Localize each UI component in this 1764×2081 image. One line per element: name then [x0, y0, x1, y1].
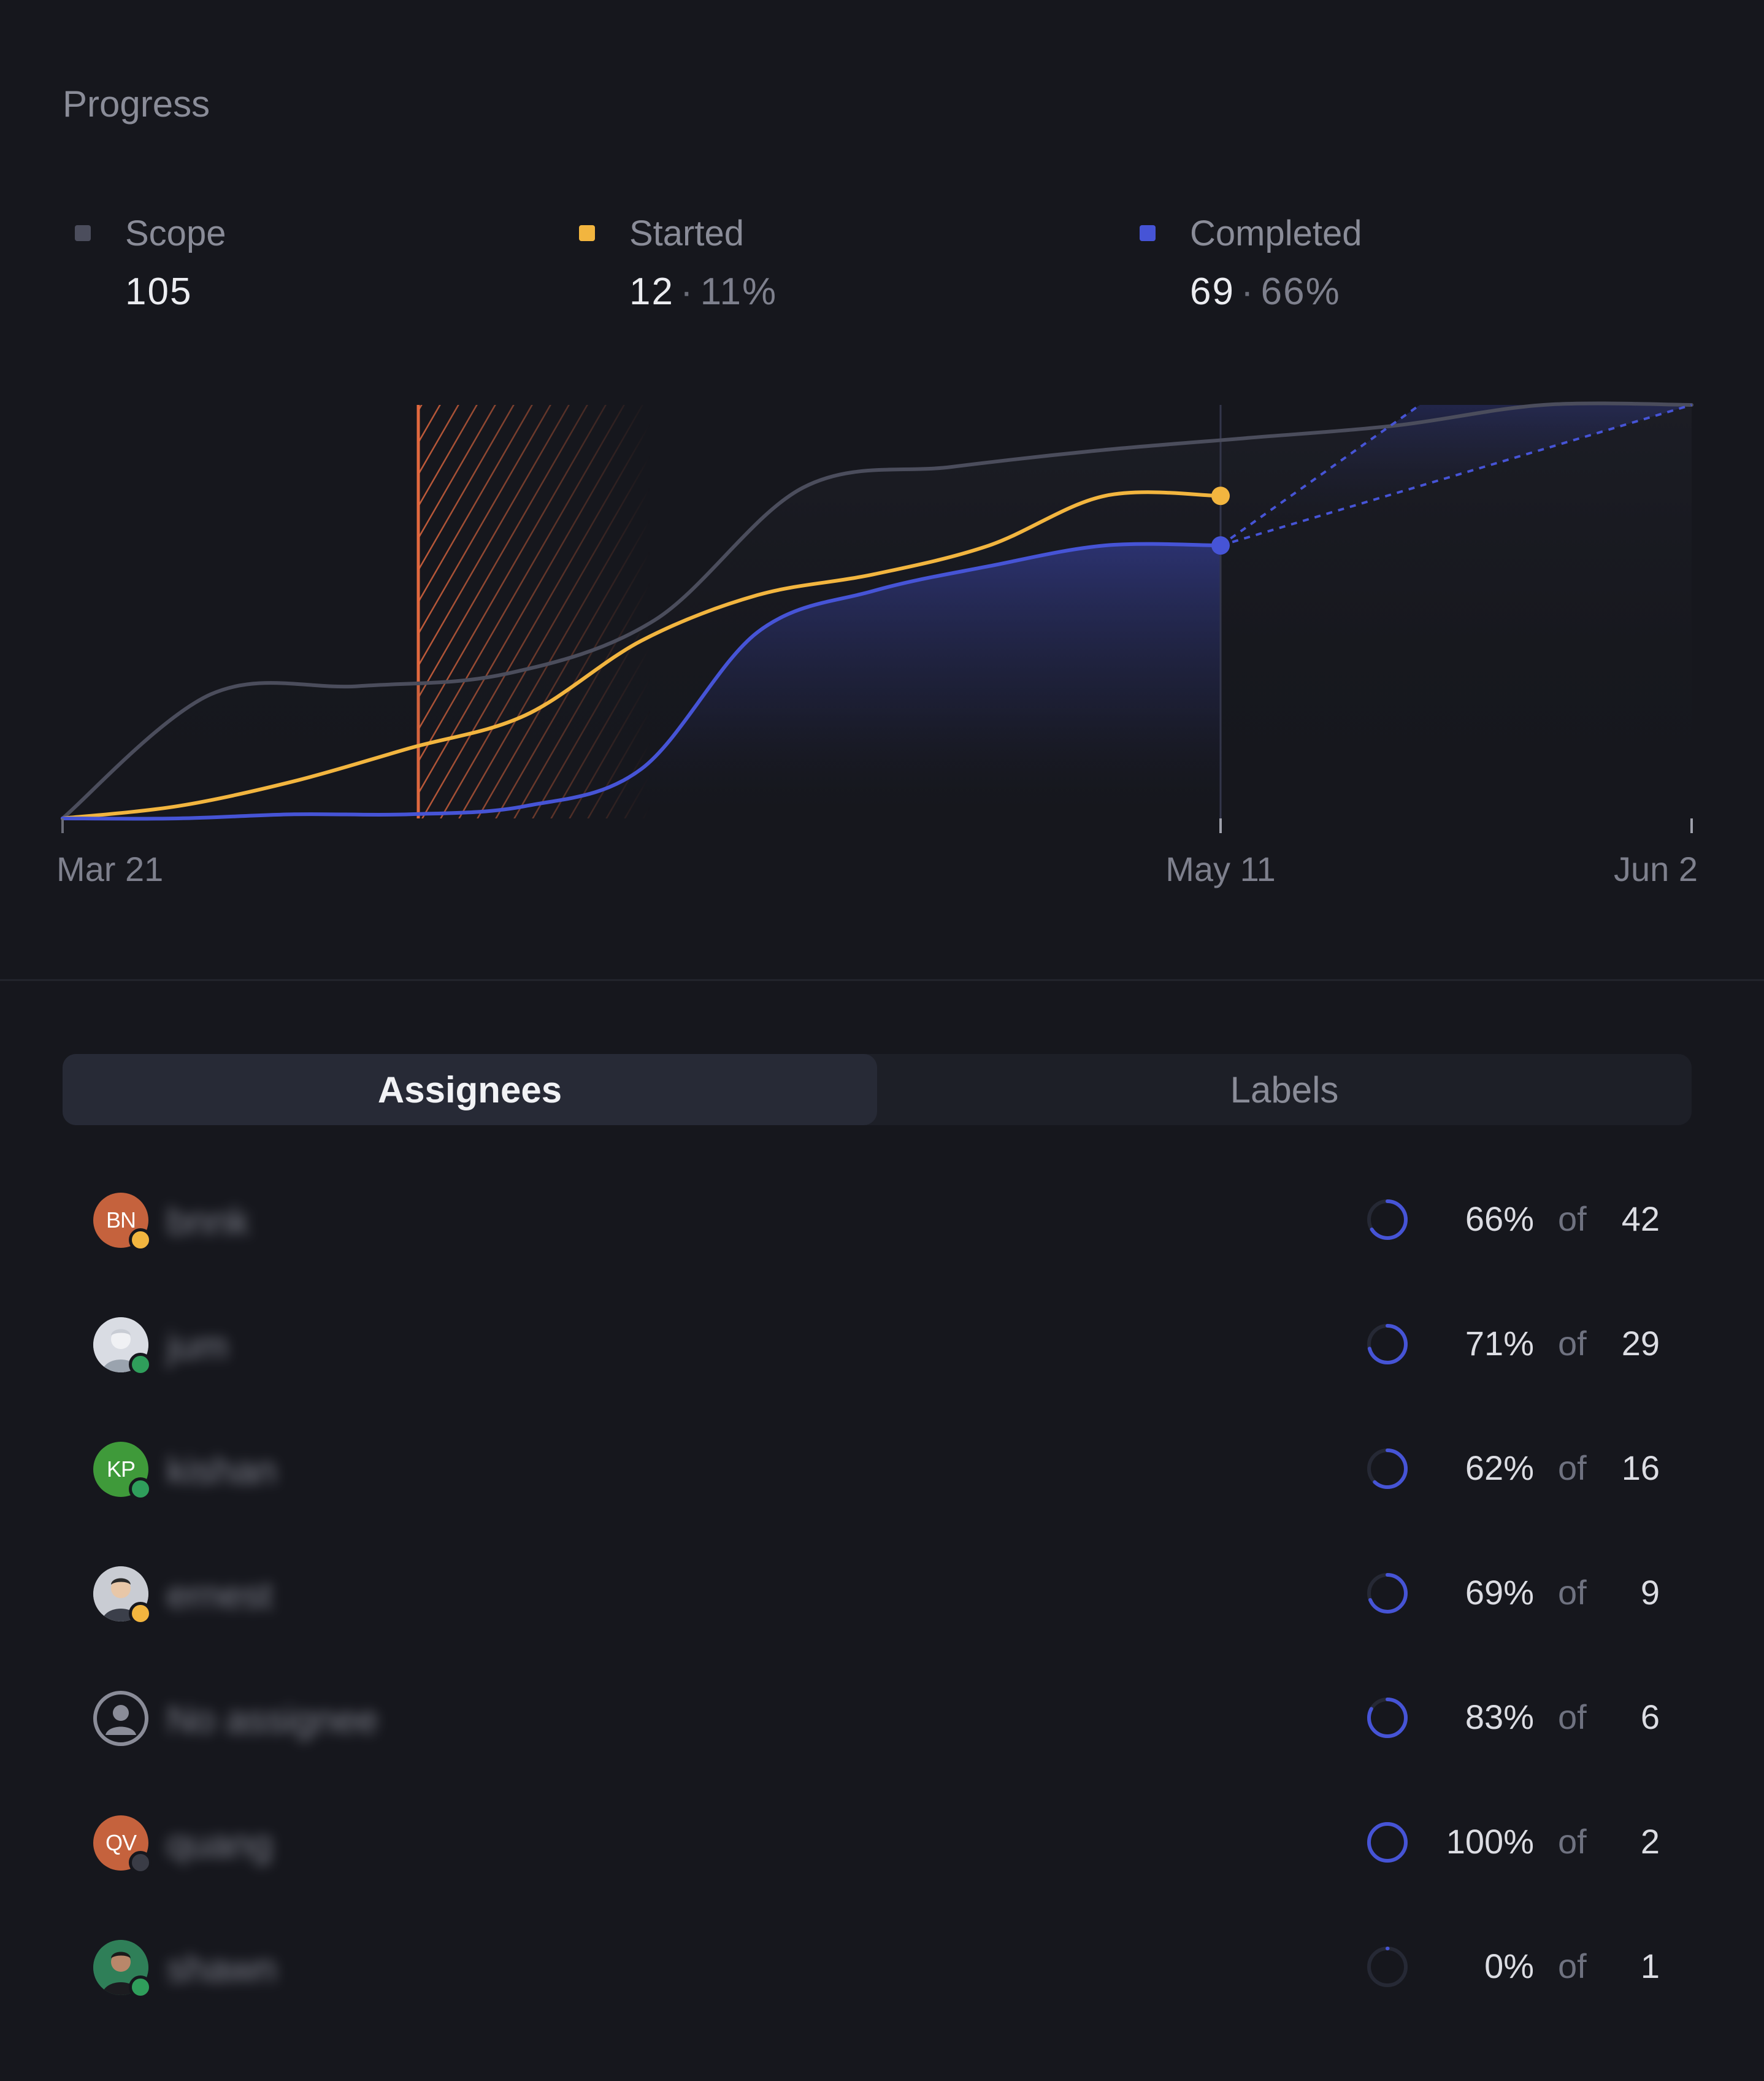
started-legend-swatch [579, 225, 595, 241]
completion-percent: 71% [1465, 1324, 1534, 1363]
completion-percent: 0% [1484, 1947, 1534, 1985]
scope-legend-swatch [75, 225, 91, 241]
completed-line [61, 542, 1222, 821]
completed-legend-swatch [1140, 225, 1156, 241]
progress-ring-icon [1367, 1199, 1408, 1240]
presence-dot [129, 1975, 152, 1999]
avatar-initials: BN [105, 1207, 136, 1233]
completion-percent: 62% [1465, 1448, 1534, 1487]
progress-title: Progress [63, 83, 210, 125]
avatar-initials: QV [105, 1830, 137, 1855]
section-divider [0, 979, 1764, 981]
completion-percent: 100% [1446, 1822, 1534, 1861]
avatar [93, 1566, 148, 1621]
issue-count: 9 [1640, 1573, 1660, 1612]
tick-label-end: Jun 2 [1614, 850, 1698, 888]
issue-count: 16 [1621, 1448, 1660, 1487]
assignee-row[interactable]: No assignee 83% of 6 [0, 1654, 1764, 1779]
scope-line [61, 401, 1693, 820]
assignee-name: ernest [167, 1574, 273, 1617]
assignee-row[interactable]: shawn 0% of 1 [0, 1903, 1764, 2028]
completion-percent: 83% [1465, 1698, 1534, 1736]
tick-label-today: May 11 [1165, 850, 1275, 888]
assignee-row[interactable]: ernest 69% of 9 [0, 1529, 1764, 1654]
progress-ring-icon [1367, 1573, 1408, 1614]
stat-completed-value: 69 [1190, 271, 1235, 313]
tick-label-start: Mar 21 [56, 850, 163, 888]
started-endpoint [1211, 487, 1230, 506]
avatar [93, 1691, 148, 1746]
stat-scope-value: 105 [125, 271, 193, 313]
assignee-name: kishan [167, 1450, 277, 1492]
of-label: of [1558, 1573, 1587, 1612]
assignee-list: BN bnnk 66% of 42 jum 71% of 29 KP kishan 62% of 16 er… [0, 1156, 1764, 2028]
completed-endpoint [1211, 536, 1230, 555]
assignee-row[interactable]: BN bnnk 66% of 42 [0, 1156, 1764, 1280]
tab-assignees[interactable]: Assignees [63, 1054, 877, 1125]
stat-started-label: Started [629, 213, 744, 253]
progress-ring-icon [1367, 1947, 1408, 1987]
of-label: of [1558, 1947, 1587, 1985]
stat-completed: Completed 69 · 66% [1140, 209, 1362, 313]
assignee-row[interactable]: QV quang 100% of 2 [0, 1779, 1764, 1903]
projection-line-upper [1219, 404, 1421, 547]
of-label: of [1558, 1324, 1587, 1363]
completion-percent: 66% [1465, 1199, 1534, 1238]
assignee-name: bnnk [167, 1201, 250, 1243]
assignee-name: jum [167, 1325, 228, 1367]
of-label: of [1558, 1448, 1587, 1487]
progress-ring-icon [1367, 1698, 1408, 1738]
stat-started-percent: 11% [700, 271, 778, 313]
projection-line-lower [1220, 404, 1692, 547]
assignee-row[interactable]: KP kishan 62% of 16 [0, 1405, 1764, 1529]
of-label: of [1558, 1199, 1587, 1238]
presence-dot [129, 1228, 152, 1252]
assignee-name: shawn [167, 1948, 277, 1990]
issue-count: 29 [1621, 1324, 1660, 1363]
progress-ring-icon [1367, 1448, 1408, 1489]
completion-percent: 69% [1465, 1573, 1534, 1612]
assignee-row[interactable]: jum 71% of 29 [0, 1280, 1764, 1405]
avatar [93, 1317, 148, 1372]
stat-scope: Scope 105 [75, 209, 226, 313]
of-label: of [1558, 1822, 1587, 1861]
breakdown-tabs: Assignees Labels [63, 1054, 1692, 1125]
stat-started-value: 12 [629, 271, 674, 313]
assignee-name: No assignee [167, 1699, 378, 1741]
progress-chart: Mar 21 May 11 Jun 2 [56, 401, 1698, 888]
issue-count: 2 [1640, 1822, 1660, 1861]
presence-dot [129, 1353, 152, 1376]
stat-started: Started 12 · 11% [579, 209, 777, 313]
progress-ring-icon [1367, 1324, 1408, 1364]
presence-dot [129, 1477, 152, 1501]
tab-labels[interactable]: Labels [1230, 1069, 1339, 1110]
presence-dot [129, 1602, 152, 1625]
stat-completed-label: Completed [1190, 213, 1362, 253]
issue-count: 6 [1640, 1698, 1660, 1736]
presence-dot [129, 1851, 152, 1874]
assignee-name: quang [167, 1823, 273, 1866]
started-line [61, 490, 1222, 820]
issue-count: 42 [1621, 1199, 1660, 1238]
stat-completed-percent: 66% [1260, 271, 1341, 313]
completed-area [63, 544, 1221, 819]
issue-count: 1 [1640, 1947, 1660, 1985]
of-label: of [1558, 1698, 1587, 1736]
user-placeholder-icon [105, 1705, 136, 1735]
stat-scope-label: Scope [125, 213, 226, 253]
progress-ring-icon [1367, 1822, 1408, 1863]
avatar-initials: KP [106, 1456, 136, 1482]
